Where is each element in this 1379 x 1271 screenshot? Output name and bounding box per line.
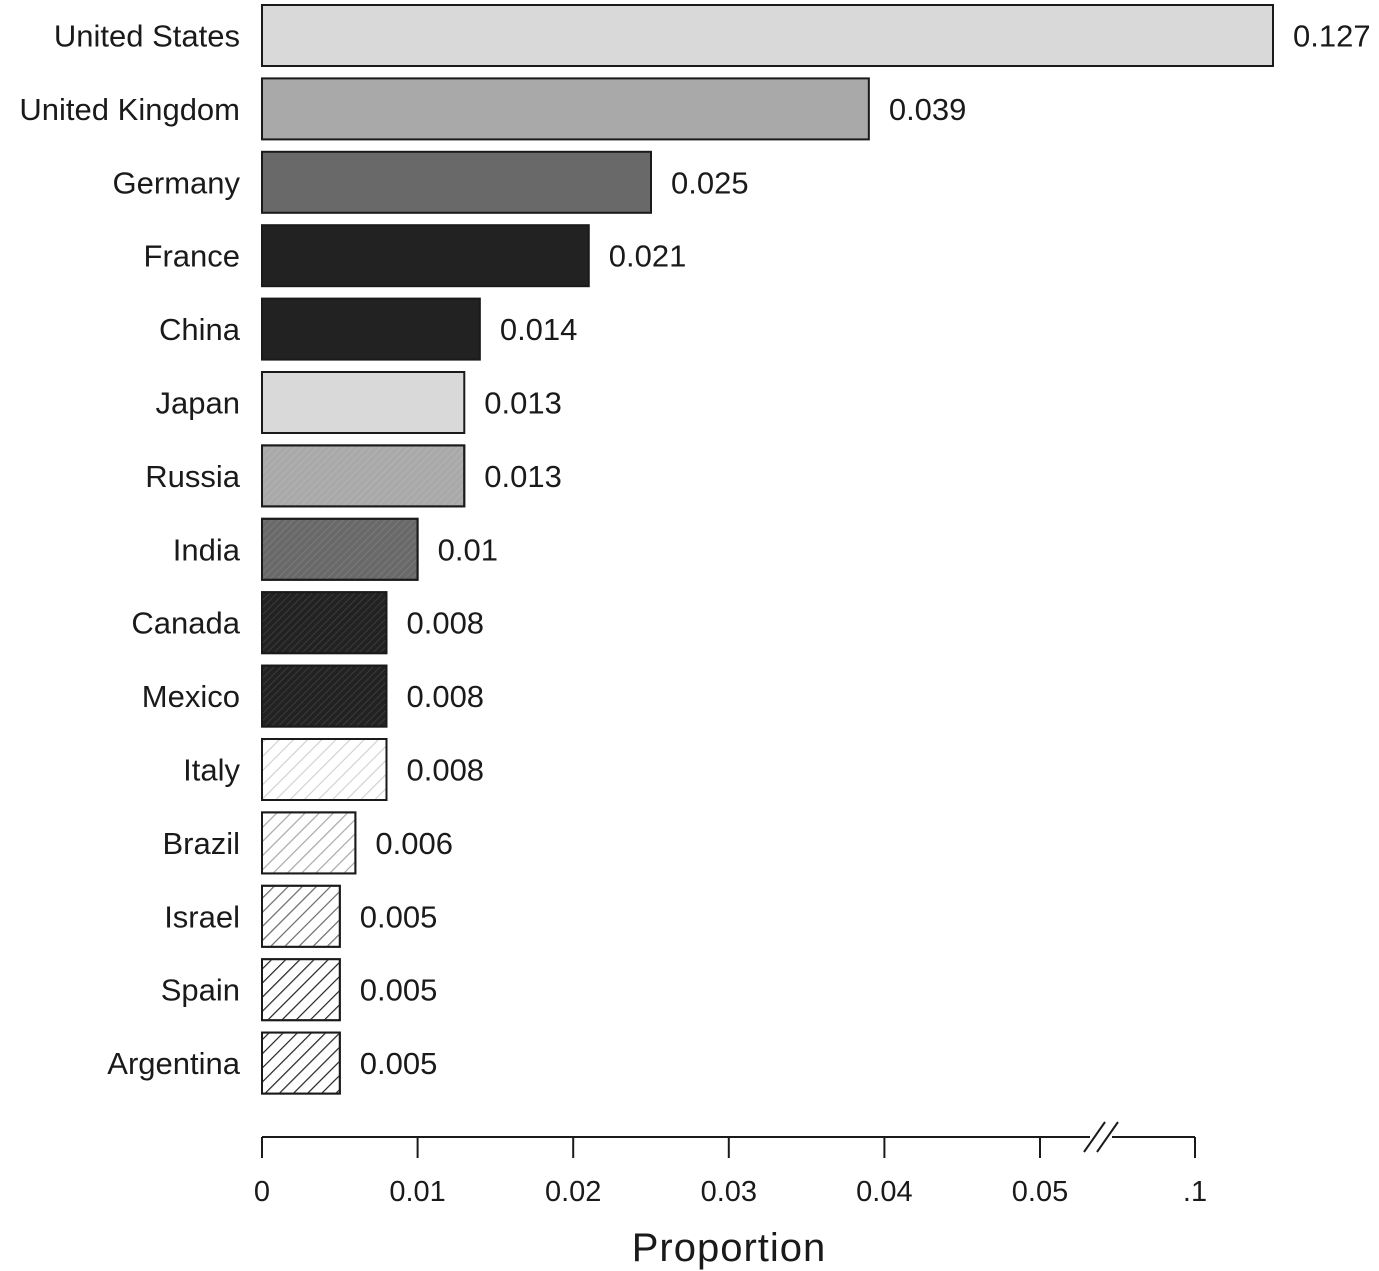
x-tick-label: 0 [254, 1176, 270, 1208]
category-label-japan: Japan [156, 386, 240, 421]
bar-border-russia [261, 444, 466, 508]
bar-hatch-russia [263, 446, 464, 506]
bar-hatch-argentina [263, 1033, 339, 1093]
bars-group [261, 4, 1274, 1095]
bar-china [261, 297, 481, 361]
value-label-israel: 0.005 [360, 899, 438, 934]
value-label-china: 0.014 [500, 312, 578, 347]
category-label-russia: Russia [145, 459, 241, 494]
bar-border-canada [261, 591, 388, 655]
category-label-argentina: Argentina [107, 1046, 240, 1081]
value-label-france: 0.021 [609, 239, 687, 274]
axis-break-gap [1090, 1133, 1112, 1141]
bar-border-mexico [261, 664, 388, 728]
value-labels: 0.127 0.039 0.025 0.021 0.014 0.013 0.013 0.01 0… [360, 19, 1371, 1082]
x-tick-label: 0.03 [701, 1176, 757, 1208]
value-label-india: 0.01 [438, 532, 498, 567]
category-label-spain: Spain [161, 973, 240, 1008]
x-tick-label: 0.02 [545, 1176, 601, 1208]
value-label-united-kingdom: 0.039 [889, 92, 967, 127]
category-label-united-states: United States [54, 19, 240, 54]
bar-united-states [261, 4, 1274, 67]
category-label-israel: Israel [164, 899, 240, 934]
bar-hatch-india [263, 519, 417, 579]
x-axis-title: Proportion [632, 1226, 827, 1270]
category-label-united-kingdom: United Kingdom [19, 92, 240, 127]
bar-border-argentina [261, 1031, 341, 1095]
bar-border-spain [261, 958, 341, 1022]
bar-border-brazil [261, 811, 357, 875]
x-tick-label: 0.01 [389, 1176, 445, 1208]
bar-hatch-italy [263, 740, 386, 799]
value-label-canada: 0.008 [406, 606, 484, 641]
axis-break-mark [1083, 1121, 1119, 1153]
bar-hatch-canada [263, 593, 386, 653]
value-label-japan: 0.013 [484, 386, 562, 421]
bar-border-israel [261, 884, 341, 948]
category-label-france: France [144, 239, 240, 274]
value-label-russia: 0.013 [484, 459, 562, 494]
bar-japan [261, 371, 466, 434]
value-label-brazil: 0.006 [375, 826, 453, 861]
bar-hatch-brazil [263, 813, 355, 873]
value-label-united-states: 0.127 [1293, 19, 1371, 54]
bar-hatch-spain [263, 960, 339, 1020]
bar-hatch-mexico [263, 666, 386, 726]
category-label-canada: Canada [131, 606, 240, 641]
axis-break-slash [1083, 1121, 1106, 1153]
bar-germany [261, 150, 652, 214]
value-label-italy: 0.008 [406, 753, 484, 788]
bar-hatch-israel [263, 886, 339, 946]
value-label-mexico: 0.008 [406, 679, 484, 714]
x-tick-label: 0.05 [1012, 1176, 1068, 1208]
bar-united-kingdom [261, 77, 870, 141]
category-labels: United States United Kingdom Germany France… [19, 19, 240, 1082]
bar-border-india [261, 517, 419, 581]
axis-break-slash [1096, 1121, 1119, 1153]
value-label-spain: 0.005 [360, 973, 438, 1008]
value-label-argentina: 0.005 [360, 1046, 438, 1081]
value-label-germany: 0.025 [671, 165, 749, 200]
x-axis: 0 0.01 0.02 0.03 0.04 0.05 .1 [254, 1121, 1207, 1208]
bar-france [261, 224, 590, 288]
category-label-china: China [159, 312, 241, 347]
category-label-germany: Germany [113, 165, 241, 200]
bar-border-italy [261, 738, 388, 801]
category-label-italy: Italy [183, 753, 240, 788]
category-label-mexico: Mexico [142, 679, 240, 714]
category-label-brazil: Brazil [162, 826, 240, 861]
category-label-india: India [173, 532, 241, 567]
x-tick-label: 0.04 [856, 1176, 912, 1208]
x-tick-label: .1 [1183, 1176, 1207, 1208]
